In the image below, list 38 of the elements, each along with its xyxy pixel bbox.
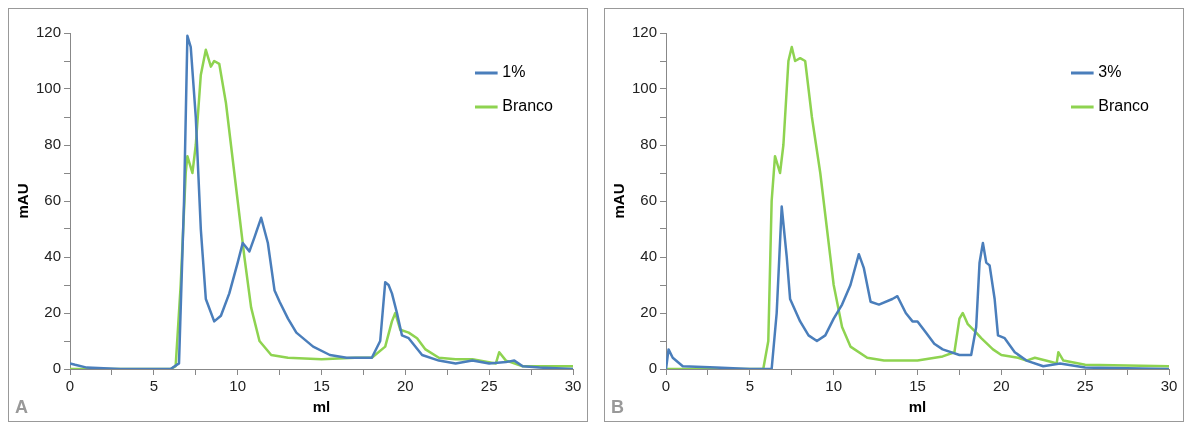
y-tick-label: 100	[36, 79, 62, 97]
x-tick-label: 10	[229, 377, 247, 395]
x-axis-title: ml	[312, 398, 331, 416]
x-tick-label: 0	[661, 377, 671, 395]
y-tick-label: 60	[44, 191, 62, 209]
x-axis-title: ml	[908, 398, 927, 416]
x-tick-label: 10	[825, 377, 843, 395]
text: A	[15, 397, 28, 417]
x-tick-label: 5	[149, 377, 159, 395]
x-tick-label: 15	[313, 377, 330, 395]
x-tick-label: 20	[397, 377, 414, 395]
y-axis-title: mAU	[610, 183, 628, 219]
y-tick-label: 120	[632, 23, 658, 41]
y-tick-label: 80	[640, 135, 658, 153]
x-tick-label: 30	[564, 377, 582, 395]
legend-label: Branco	[502, 97, 554, 115]
x-tick-label: 25	[1076, 377, 1094, 395]
text: B	[611, 397, 624, 417]
y-tick-label: 20	[640, 303, 658, 321]
y-tick-label: 0	[648, 359, 658, 377]
x-tick-label: 25	[480, 377, 498, 395]
x-tick-label: 5	[745, 377, 755, 395]
y-tick-label: 20	[44, 303, 62, 321]
y-tick-label: 60	[640, 191, 658, 209]
y-tick-label: 40	[640, 247, 658, 265]
y-axis-title: mAU	[14, 183, 32, 219]
legend-label: Branco	[1098, 97, 1150, 115]
y-tick-label: 40	[44, 247, 62, 265]
legend-label: 1%	[502, 63, 526, 81]
x-tick-label: 15	[909, 377, 926, 395]
y-tick-label: 0	[52, 359, 62, 377]
y-tick-label: 120	[36, 23, 62, 41]
y-tick-label: 80	[44, 135, 62, 153]
x-tick-label: 0	[65, 377, 75, 395]
legend-label: 3%	[1098, 63, 1122, 81]
y-tick-label: 100	[632, 79, 658, 97]
x-tick-label: 20	[993, 377, 1010, 395]
x-tick-label: 30	[1160, 377, 1178, 395]
